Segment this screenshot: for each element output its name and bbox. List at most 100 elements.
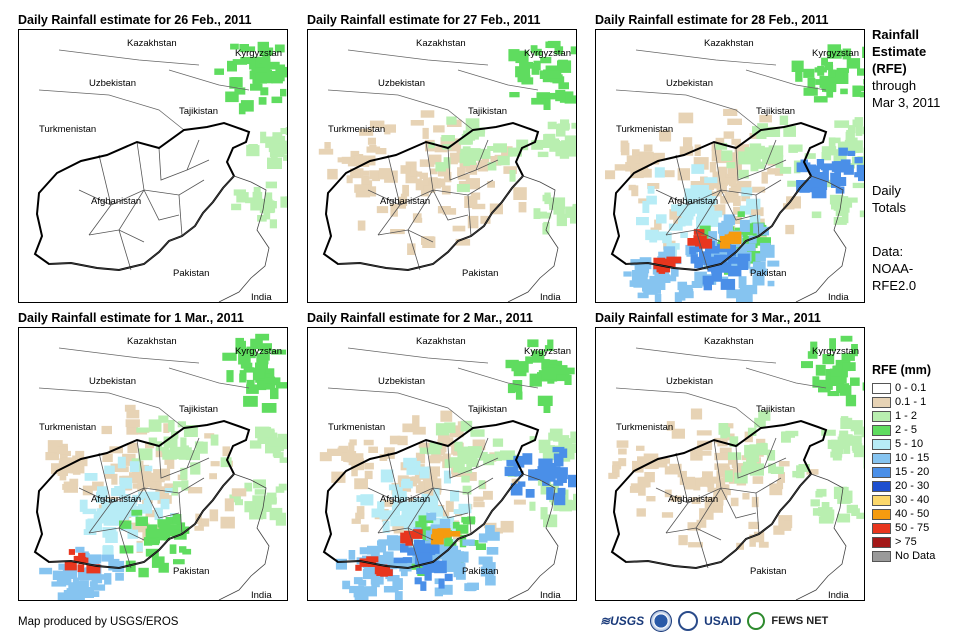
rainfall-cell bbox=[153, 469, 163, 482]
rainfall-cell bbox=[82, 569, 93, 580]
rainfall-cell bbox=[280, 88, 287, 97]
rainfall-cell bbox=[157, 519, 171, 528]
rainfall-cell bbox=[249, 58, 256, 70]
rainfall-cell bbox=[403, 557, 412, 563]
rainfall-cell bbox=[270, 437, 284, 447]
rainfall-cell bbox=[456, 184, 470, 193]
rainfall-cell bbox=[711, 149, 722, 162]
rainfall-cell bbox=[359, 128, 374, 136]
rainfall-cell bbox=[182, 548, 192, 555]
province-boundary bbox=[432, 189, 469, 221]
rainfall-cell bbox=[370, 573, 384, 585]
rainfall-cell bbox=[813, 96, 828, 103]
rainfall-cell bbox=[696, 519, 707, 528]
country-border bbox=[457, 367, 539, 389]
country-border bbox=[38, 387, 185, 429]
rainfall-cell bbox=[102, 527, 117, 538]
rainfall-cell bbox=[460, 420, 473, 432]
province-boundary bbox=[447, 147, 499, 181]
rainfall-cell bbox=[634, 264, 645, 275]
rainfall-map: Kazakhstan Kyrgyzstan Uzbekistan Tajikistan… bbox=[307, 327, 577, 601]
rainfall-cell bbox=[559, 499, 572, 512]
rainfall-cell bbox=[457, 451, 472, 465]
rainfall-cell bbox=[467, 215, 479, 229]
rainfall-cell bbox=[158, 562, 169, 573]
rainfall-cell bbox=[145, 528, 161, 540]
rainfall-cell bbox=[401, 480, 413, 489]
rainfall-cell bbox=[711, 270, 722, 282]
rainfall-cell bbox=[637, 292, 649, 299]
rainfall-cell bbox=[486, 547, 499, 555]
rainfall-cell bbox=[553, 480, 564, 486]
legend-swatch bbox=[872, 550, 891, 562]
rainfall-cell bbox=[480, 215, 491, 224]
rainfall-cell bbox=[649, 234, 658, 243]
rainfall-cell bbox=[395, 559, 410, 569]
rainfall-cell bbox=[430, 168, 438, 175]
rainfall-cell bbox=[274, 140, 287, 147]
province-boundary bbox=[110, 477, 205, 504]
rainfall-cell bbox=[348, 442, 355, 455]
rainfall-cell bbox=[769, 483, 783, 496]
rainfall-map: Kazakhstan Kyrgyzstan Uzbekistan Tajikistan… bbox=[18, 29, 288, 303]
rainfall-cell bbox=[734, 144, 749, 156]
legend-item: 2 - 5 bbox=[872, 423, 935, 437]
rainfall-cell bbox=[704, 496, 714, 510]
country-label-kyrgyzstan: Kyrgyzstan bbox=[812, 346, 859, 357]
rainfall-cell bbox=[642, 201, 650, 213]
rainfall-cell bbox=[429, 455, 441, 464]
rainfall-cell bbox=[262, 373, 273, 379]
province-boundary bbox=[367, 189, 401, 206]
country-label-kyrgyzstan: Kyrgyzstan bbox=[524, 346, 571, 357]
rainfall-cell bbox=[833, 155, 847, 164]
rainfall-cell bbox=[214, 68, 224, 75]
rainfall-cell bbox=[690, 408, 703, 420]
rainfall-cell bbox=[680, 232, 688, 238]
rainfall-cell bbox=[689, 246, 697, 255]
rainfall-cell bbox=[415, 521, 427, 529]
rainfall-cell bbox=[531, 97, 546, 105]
rainfall-cell bbox=[549, 495, 559, 503]
rainfall-cell bbox=[507, 383, 516, 394]
rainfall-cell bbox=[388, 538, 402, 551]
rainfall-cell bbox=[403, 530, 418, 538]
province-boundary bbox=[763, 139, 777, 171]
rainfall-cell bbox=[699, 225, 711, 239]
legend-label: No Data bbox=[895, 550, 936, 562]
province-boundary bbox=[447, 445, 499, 479]
legend-label: 0 - 0.1 bbox=[895, 382, 927, 394]
rainfall-cell bbox=[412, 426, 426, 435]
province-boundary bbox=[143, 487, 180, 519]
rainfall-cell bbox=[557, 487, 566, 495]
rainfall-map: Kazakhstan Kyrgyzstan Uzbekistan Tajikistan… bbox=[595, 29, 865, 303]
rainfall-cell bbox=[465, 178, 480, 190]
rainfall-cell bbox=[440, 410, 453, 422]
rainfall-cell bbox=[555, 365, 568, 375]
rainfall-cell bbox=[833, 217, 847, 225]
rainfall-cell bbox=[773, 525, 785, 535]
rainfall-cell bbox=[661, 512, 674, 518]
rainfall-cell bbox=[124, 404, 136, 412]
panel-title: Daily Rainfall estimate for 27 Feb., 201… bbox=[307, 13, 541, 27]
rainfall-cell bbox=[172, 481, 183, 488]
rainfall-cell bbox=[335, 558, 347, 570]
rainfall-cell bbox=[750, 207, 764, 217]
rainfall-cell bbox=[637, 460, 647, 469]
rainfall-cell bbox=[649, 283, 661, 294]
rainfall-cell bbox=[708, 249, 720, 260]
rainfall-cell bbox=[209, 509, 219, 522]
province-boundary bbox=[655, 487, 689, 504]
province-boundary bbox=[118, 141, 145, 271]
rainfall-cell bbox=[366, 556, 379, 563]
rainfall-cell bbox=[553, 206, 565, 215]
rainfall-cell bbox=[534, 48, 542, 56]
rainfall-cell bbox=[724, 470, 733, 482]
rainfall-cell bbox=[551, 197, 566, 209]
rainfall-cell bbox=[840, 335, 853, 342]
province-boundary bbox=[88, 527, 145, 541]
rainfall-cell bbox=[415, 178, 422, 191]
country-border bbox=[347, 49, 489, 66]
rainfall-cell bbox=[506, 459, 517, 467]
rainfall-cell bbox=[383, 586, 399, 593]
rainfall-cell bbox=[538, 458, 553, 471]
